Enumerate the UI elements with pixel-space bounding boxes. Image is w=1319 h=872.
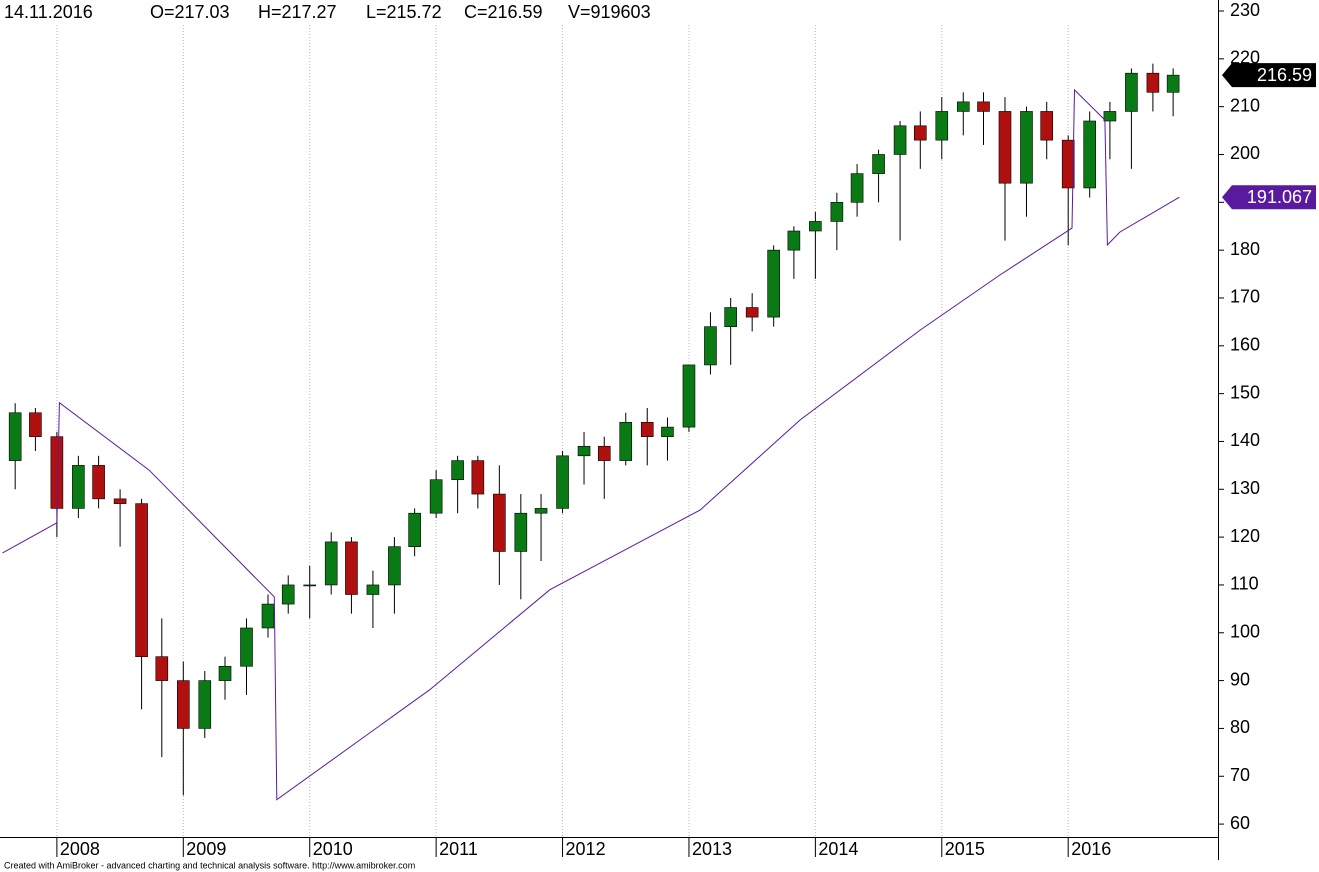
y-tick-label: 170	[1230, 287, 1260, 307]
candle-body	[493, 493, 506, 552]
candle-body	[1020, 111, 1033, 184]
candle-body	[661, 426, 674, 437]
y-tick-label: 130	[1230, 478, 1260, 498]
y-tick-label: 230	[1230, 0, 1260, 20]
candle-body	[261, 603, 275, 629]
y-tick-label: 80	[1230, 717, 1250, 737]
candle-body	[704, 326, 717, 366]
candle-body	[8, 412, 22, 461]
y-tick-label: 100	[1230, 622, 1260, 642]
candle-body	[767, 249, 780, 318]
candle-body	[830, 202, 844, 222]
candle-body	[72, 465, 85, 509]
candle-body	[619, 422, 633, 461]
x-tick-label: 2015	[945, 839, 985, 859]
candle-body	[177, 680, 190, 729]
candle-body	[1166, 74, 1180, 93]
candle-body	[597, 445, 611, 461]
y-tick-label: 90	[1230, 669, 1250, 689]
y-tick-label: 210	[1230, 95, 1260, 115]
y-tick-label: 180	[1230, 239, 1260, 259]
candle-body	[281, 584, 295, 605]
candle-body	[872, 154, 885, 174]
candle-body	[155, 656, 169, 681]
candle-body	[534, 508, 548, 514]
candle-body	[303, 584, 317, 587]
price-marker-label: 216.59	[1257, 65, 1312, 85]
candle-body	[682, 364, 696, 428]
header-item: H=217.27	[258, 2, 337, 22]
y-tick-label: 140	[1230, 430, 1260, 450]
candle-body	[577, 445, 591, 457]
y-tick-label: 70	[1230, 765, 1250, 785]
candle-body	[850, 173, 864, 203]
y-tick-label: 120	[1230, 526, 1260, 546]
candle-body	[429, 479, 443, 514]
y-tick-label: 160	[1230, 335, 1260, 355]
price-marker	[1222, 63, 1316, 88]
header-item: L=215.72	[366, 2, 442, 22]
candle-body	[240, 627, 253, 667]
price-marker	[1222, 185, 1316, 210]
x-tick-label: 2010	[313, 839, 353, 859]
x-tick-label: 2013	[692, 839, 732, 859]
candle-body	[1061, 139, 1075, 189]
candle-body	[471, 460, 485, 495]
candle-body	[724, 307, 737, 327]
candle-body	[787, 230, 801, 251]
x-tick-label: 2016	[1071, 839, 1111, 859]
candle-body	[640, 422, 654, 437]
y-tick-label: 220	[1230, 48, 1260, 68]
candle-body	[29, 412, 42, 437]
y-tick-label: 150	[1230, 382, 1260, 402]
x-tick-label: 2011	[439, 839, 478, 859]
candle-body	[324, 541, 338, 586]
header-item: O=217.03	[150, 2, 230, 22]
candle-body	[809, 221, 822, 232]
candle-body	[408, 512, 421, 547]
candle-body	[1146, 72, 1160, 93]
candle-body	[1040, 111, 1054, 141]
candle-body	[218, 665, 232, 681]
x-tick-label: 2014	[818, 839, 858, 859]
candle-body	[913, 125, 927, 141]
y-tick-label: 60	[1230, 813, 1250, 833]
candle-body	[388, 546, 401, 586]
candle-body	[935, 111, 949, 141]
candle-body	[745, 307, 759, 318]
y-tick-label: 110	[1230, 574, 1259, 594]
candle-body	[1125, 72, 1138, 112]
candle-body	[50, 436, 64, 509]
candle-body	[92, 465, 105, 500]
candle-body	[113, 498, 127, 504]
header-item: C=216.59	[464, 2, 543, 22]
footer: Created with AmiBroker - advanced charti…	[4, 860, 415, 870]
price-marker-label: 191.067	[1247, 187, 1312, 207]
candle-body	[977, 101, 990, 112]
candle-body	[198, 680, 212, 729]
candle-body	[1083, 120, 1096, 189]
y-tick-label: 200	[1230, 143, 1260, 163]
candle-body	[451, 460, 464, 481]
candle-body	[556, 455, 569, 509]
candle-body	[514, 512, 528, 552]
x-tick-label: 2009	[186, 839, 226, 859]
header-item: V=919603	[568, 2, 651, 22]
indicator-line	[2, 88, 1180, 801]
candle-body	[366, 584, 380, 595]
candle-body	[135, 503, 148, 657]
candle-body	[998, 111, 1012, 184]
candle-body	[345, 541, 358, 595]
candle-body	[1103, 111, 1117, 122]
candle-body	[893, 125, 907, 155]
candle-body	[956, 101, 970, 112]
x-tick-label: 2008	[60, 839, 100, 859]
header-item: 14.11.2016	[4, 2, 93, 22]
x-tick-label: 2012	[566, 839, 606, 859]
